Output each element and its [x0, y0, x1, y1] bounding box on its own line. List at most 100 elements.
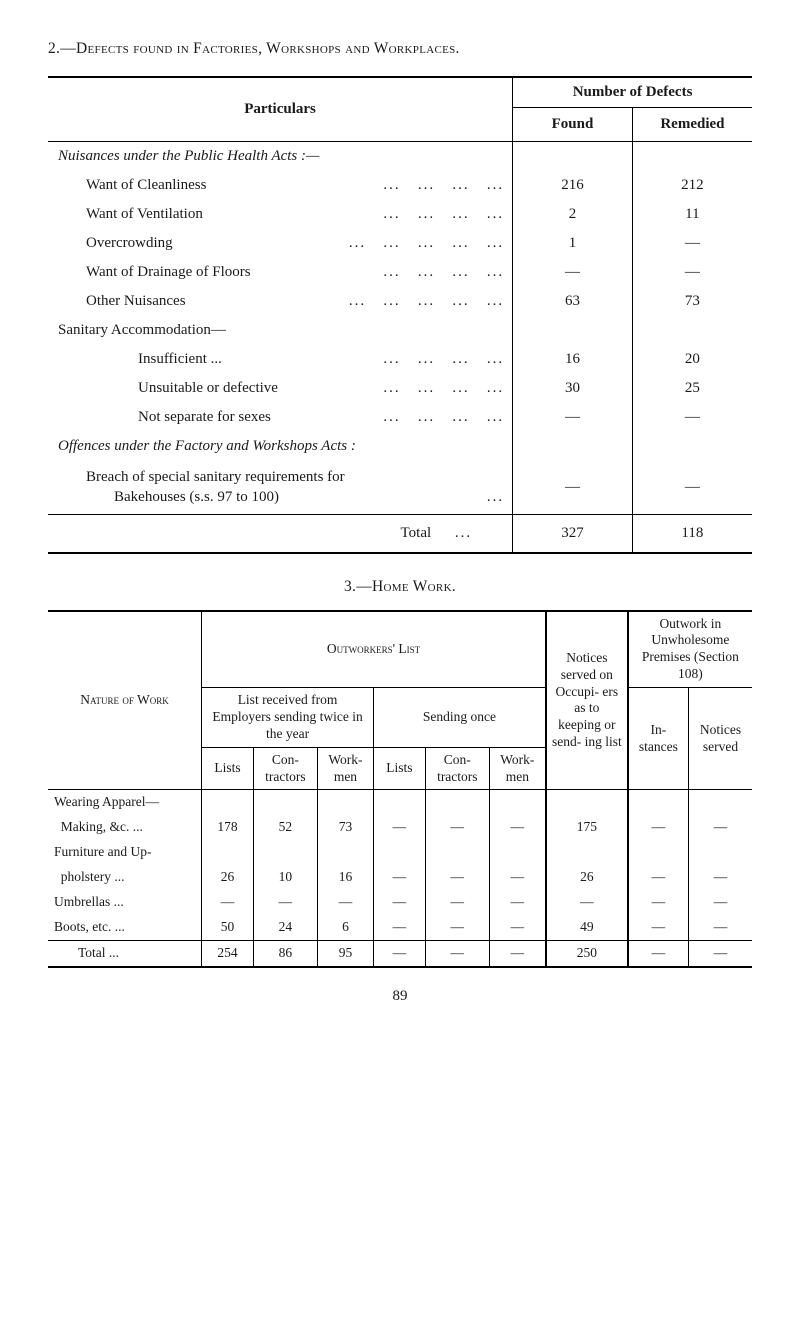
hdr-outworkers: Outworkers' List	[202, 611, 546, 688]
hdr-outwork: Outwork in Unwholesome Premises (Section…	[628, 611, 752, 688]
c: —	[688, 890, 752, 915]
cell-blank	[513, 316, 633, 345]
cell-remedied: 73	[632, 287, 752, 316]
cell-remedied: 11	[632, 200, 752, 229]
total-label: Total ...	[48, 514, 513, 553]
hdr-instances: In- stances	[628, 688, 689, 790]
c	[253, 840, 317, 865]
c: —	[688, 915, 752, 940]
row-label: Want of Drainage of Floors ... ... ... .…	[48, 258, 513, 287]
cell-remedied: —	[632, 403, 752, 432]
dots: ... ... ... ...	[383, 351, 504, 368]
row-text: Want of Ventilation	[86, 206, 203, 222]
c	[317, 790, 373, 815]
c: —	[425, 865, 489, 890]
c	[374, 840, 426, 865]
c: —	[374, 865, 426, 890]
cell-remedied: —	[632, 258, 752, 287]
row-label: Making, &c. ...	[48, 815, 202, 840]
cell-found: 1	[513, 229, 633, 258]
c: 52	[253, 815, 317, 840]
tc: 86	[253, 940, 317, 966]
c: —	[202, 890, 254, 915]
row-text: Unsuitable or defective	[138, 380, 278, 396]
row-text: Want of Cleanliness	[86, 177, 206, 193]
c	[425, 840, 489, 865]
cell-found: 216	[513, 171, 633, 200]
tc: —	[688, 940, 752, 966]
c	[202, 790, 254, 815]
cell-found: 63	[513, 287, 633, 316]
tc: 254	[202, 940, 254, 966]
defects-table: Particulars Number of Defects Found Reme…	[48, 76, 752, 554]
hdr-workmen: Work- men	[317, 747, 373, 790]
tc: —	[628, 940, 689, 966]
section3-title: 3.—Home Work.	[48, 578, 752, 596]
row-label: Wearing Apparel—	[48, 790, 202, 815]
hdr-num-defects: Number of Defects	[513, 77, 752, 108]
c	[628, 840, 689, 865]
c: —	[374, 890, 426, 915]
hdr-notices-served: Notices served	[688, 688, 752, 790]
hdr-lists: Lists	[202, 747, 254, 790]
tc: —	[425, 940, 489, 966]
cell-remedied: 212	[632, 171, 752, 200]
row-label: Umbrellas ...	[48, 890, 202, 915]
c: —	[628, 915, 689, 940]
row-text: Want of Drainage of Floors	[86, 264, 251, 280]
hdr-contractors: Con- tractors	[253, 747, 317, 790]
dots: ...	[435, 525, 472, 541]
cell-blank	[513, 142, 633, 172]
hdr-lists2: Lists	[374, 747, 426, 790]
c	[489, 840, 546, 865]
c: —	[425, 915, 489, 940]
dots: ... ... ... ...	[383, 409, 504, 426]
c: —	[489, 815, 546, 840]
cell-blank	[632, 432, 752, 461]
c	[425, 790, 489, 815]
heading-nuisances: Nuisances under the Public Health Acts :…	[48, 142, 513, 172]
c: 10	[253, 865, 317, 890]
heading-offences: Offences under the Factory and Workshops…	[48, 432, 513, 461]
section2-title: 2.—Defects found in Factories, Workshops…	[48, 40, 752, 58]
hdr-particulars: Particulars	[48, 77, 513, 142]
row-label: Want of Cleanliness ... ... ... ...	[48, 171, 513, 200]
dots: ... ... ... ...	[383, 264, 504, 281]
row-label: Not separate for sexes ... ... ... ...	[48, 403, 513, 432]
c: —	[688, 865, 752, 890]
cell-remedied: 25	[632, 374, 752, 403]
c: —	[628, 865, 689, 890]
c	[688, 790, 752, 815]
c: —	[489, 865, 546, 890]
homework-table: Nature of Work Outworkers' List Notices …	[48, 610, 752, 968]
row-label: Unsuitable or defective ... ... ... ...	[48, 374, 513, 403]
cell-found: 2	[513, 200, 633, 229]
c: 49	[546, 915, 628, 940]
c: 24	[253, 915, 317, 940]
hdr-found: Found	[513, 108, 633, 142]
c: —	[374, 915, 426, 940]
dots: ...	[487, 487, 504, 507]
c: —	[628, 815, 689, 840]
c: 16	[317, 865, 373, 890]
cell-blank	[632, 316, 752, 345]
c: —	[688, 815, 752, 840]
c	[546, 840, 628, 865]
hdr-nature: Nature of Work	[48, 611, 202, 790]
cell-found: —	[513, 258, 633, 287]
tc: —	[489, 940, 546, 966]
row-label: Insufficient ... ... ... ... ...	[48, 345, 513, 374]
c	[253, 790, 317, 815]
c	[317, 840, 373, 865]
c: —	[374, 815, 426, 840]
c	[202, 840, 254, 865]
c	[374, 790, 426, 815]
total-found: 327	[513, 514, 633, 553]
dots: ... ... ... ... ...	[349, 293, 504, 310]
row-text: Insufficient ...	[138, 351, 222, 367]
total-label: Total ...	[48, 940, 202, 966]
c: —	[425, 890, 489, 915]
row-text: Not separate for sexes	[138, 409, 271, 425]
dots: ... ... ... ...	[383, 380, 504, 397]
row-text-l2: Bakehouses (s.s. 97 to 100)	[86, 489, 279, 505]
